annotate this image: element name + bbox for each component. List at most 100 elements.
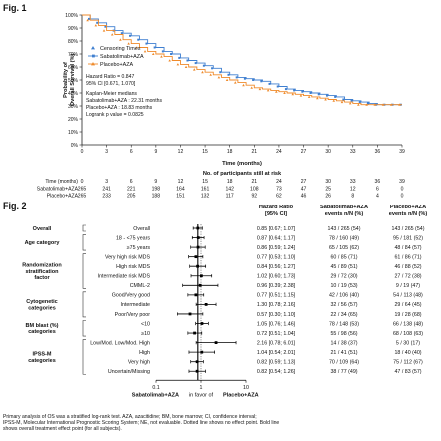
y-tick-label: 30% bbox=[68, 104, 79, 110]
sab-events-11: 55 / 98 (56) bbox=[330, 331, 357, 337]
hr-point-4 bbox=[196, 264, 199, 268]
x-tick-label: 30 bbox=[325, 149, 331, 155]
risk-cell: 6 bbox=[376, 186, 379, 192]
censor-mark bbox=[266, 89, 270, 92]
hr-text-1: 0.87 [0.64; 1.17] bbox=[257, 235, 296, 241]
pla-events-1: 95 / 181 (52) bbox=[393, 235, 423, 241]
risk-cell: 73 bbox=[276, 186, 282, 192]
hr-text-2: 0.86 [0.59; 1.24] bbox=[257, 245, 296, 251]
pla-events-11: 68 / 108 (63) bbox=[393, 331, 423, 337]
subgroup-label-11: ≥10 bbox=[141, 331, 150, 337]
header-hazard-ratio: Hazard Ratio bbox=[259, 205, 294, 210]
risk-cell: 46 bbox=[301, 194, 307, 200]
subgroup-label-8: Intermediate bbox=[121, 302, 150, 308]
sab-events-4: 45 / 89 (51) bbox=[330, 264, 357, 270]
censor-mark bbox=[325, 94, 328, 97]
legend-square-marker bbox=[92, 54, 95, 58]
subgroup-label-13: High bbox=[139, 350, 150, 356]
hr-text-5: 1.02 [0.60; 1.73] bbox=[257, 274, 296, 280]
risk-cell: 8 bbox=[351, 194, 354, 200]
risk-cell: 132 bbox=[201, 194, 210, 200]
legend-triangle-marker bbox=[91, 46, 95, 50]
censor-mark bbox=[202, 64, 205, 67]
forest-x-tick-label-2: 10 bbox=[243, 385, 249, 391]
risk-cell: 188 bbox=[152, 194, 161, 200]
pla-events-7: 54 / 113 (48) bbox=[393, 293, 423, 299]
censor-mark bbox=[194, 62, 197, 65]
legend-label-1: Sabatolimab+AZA bbox=[100, 54, 144, 60]
risk-cell: 205 bbox=[127, 194, 136, 200]
x-tick-label: 9 bbox=[154, 149, 157, 155]
risk-cell: 198 bbox=[152, 186, 161, 192]
risk-cell: 27 bbox=[301, 179, 307, 185]
risk-cell: 24 bbox=[276, 179, 282, 185]
category-bracket bbox=[82, 320, 86, 337]
x-tick-label: 15 bbox=[202, 149, 208, 155]
hr-point-1 bbox=[196, 236, 200, 239]
censor-mark bbox=[357, 103, 360, 106]
censor-mark bbox=[340, 100, 344, 104]
km-stat-line-3: Sabatolimab+AZA : 22.31 months bbox=[86, 98, 162, 104]
censor-mark bbox=[242, 83, 245, 87]
hr-point-15 bbox=[195, 369, 199, 373]
subgroup-label-4: High risk MDS bbox=[116, 264, 150, 270]
category-label-4-0: BM blast (%) bbox=[26, 323, 59, 329]
sab-events-8: 32 / 56 (57) bbox=[330, 302, 357, 308]
subgroup-label-1: 18 - <75 years bbox=[116, 235, 150, 241]
censor-mark bbox=[168, 59, 171, 62]
pla-events-10: 66 / 138 (48) bbox=[393, 321, 423, 327]
censor-mark bbox=[219, 71, 222, 74]
hr-point-13 bbox=[200, 350, 204, 354]
category-label-2-0: Randomization bbox=[22, 263, 62, 269]
y-tick-label: 90% bbox=[68, 26, 79, 32]
x-tick-label: 0 bbox=[81, 149, 84, 155]
y-tick-label: 70% bbox=[68, 52, 79, 58]
censor-mark bbox=[211, 67, 214, 70]
category-label-0-0: Overall bbox=[33, 226, 52, 232]
censor-mark bbox=[145, 42, 148, 45]
censor-mark bbox=[119, 38, 122, 41]
pla-events-15: 47 / 83 (57) bbox=[394, 369, 421, 375]
risk-cell: 33 bbox=[350, 179, 356, 185]
sab-events-5: 29 / 72 (30) bbox=[330, 274, 357, 280]
y-tick-label: 100% bbox=[65, 13, 78, 19]
pla-events-3: 61 / 86 (71) bbox=[394, 254, 421, 260]
favor-left-label: Sabatolimab+AZA bbox=[132, 392, 179, 398]
censor-mark bbox=[291, 93, 295, 96]
hr-text-12: 2.16 [0.78; 6.01] bbox=[257, 340, 296, 346]
y-tick-label: 80% bbox=[68, 39, 79, 45]
category-bracket bbox=[82, 339, 86, 375]
header-placebo: Placebo+AZA bbox=[390, 205, 426, 210]
x-tick-label: 3 bbox=[105, 149, 108, 155]
hr-text-3: 0.77 [0.53; 1.10] bbox=[257, 254, 296, 260]
favor-mid-label: in favor of bbox=[189, 392, 214, 398]
sab-events-12: 14 / 38 (37) bbox=[330, 340, 357, 346]
risk-cell: 62 bbox=[276, 194, 282, 200]
legend-label-0: Censoring Times bbox=[100, 46, 141, 52]
category-bracket bbox=[82, 234, 86, 251]
censor-mark bbox=[86, 18, 89, 22]
censor-mark bbox=[275, 90, 278, 93]
km-curve-sabatolimab bbox=[82, 14, 402, 106]
risk-cell: 12 bbox=[178, 179, 184, 185]
censor-mark bbox=[209, 73, 212, 76]
risk-cell: 47 bbox=[301, 186, 307, 192]
y-tick-label: 10% bbox=[68, 130, 79, 136]
censor-mark bbox=[301, 90, 304, 93]
censor-mark bbox=[129, 34, 132, 37]
subgroup-label-5: Intermediate risk MDS bbox=[98, 274, 151, 280]
subgroup-label-3: Very high risk MDS bbox=[105, 254, 151, 260]
header-hazard-ratio-ci: [95% CI] bbox=[265, 211, 287, 217]
censor-mark bbox=[96, 21, 99, 24]
y-tick-label: 0% bbox=[71, 143, 79, 149]
hr-text-0: 0.85 [0.67; 1.07] bbox=[257, 226, 296, 232]
sab-events-2: 65 / 105 (62) bbox=[329, 245, 359, 251]
sab-events-6: 10 / 19 (53) bbox=[330, 283, 357, 289]
km-stat-line-2: Kaplan-Meier medians bbox=[86, 91, 137, 97]
censor-mark bbox=[110, 33, 114, 36]
hr-point-11 bbox=[193, 331, 196, 335]
censor-mark bbox=[381, 103, 385, 106]
censor-mark bbox=[350, 99, 353, 102]
risk-cell: 0 bbox=[401, 194, 404, 200]
hr-point-14 bbox=[195, 360, 199, 364]
